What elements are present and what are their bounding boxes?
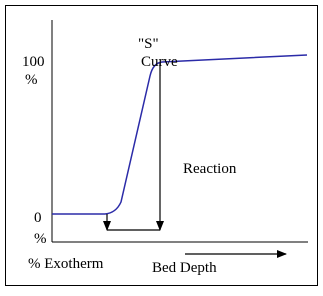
y-axis-title: % Exotherm [28,256,104,272]
x-axis-title: Bed Depth [152,260,217,276]
s-curve-label: "S" [138,36,159,52]
y-bottom-unit: % [34,231,47,247]
reaction-label: Reaction [183,161,237,177]
s-curve-line [52,54,308,215]
y-top-label: 100 [22,54,45,70]
y-bottom-label: 0 [34,210,42,226]
frame [5,5,318,286]
s-curve-label: Curve [141,54,178,70]
y-top-unit: % [25,72,38,88]
